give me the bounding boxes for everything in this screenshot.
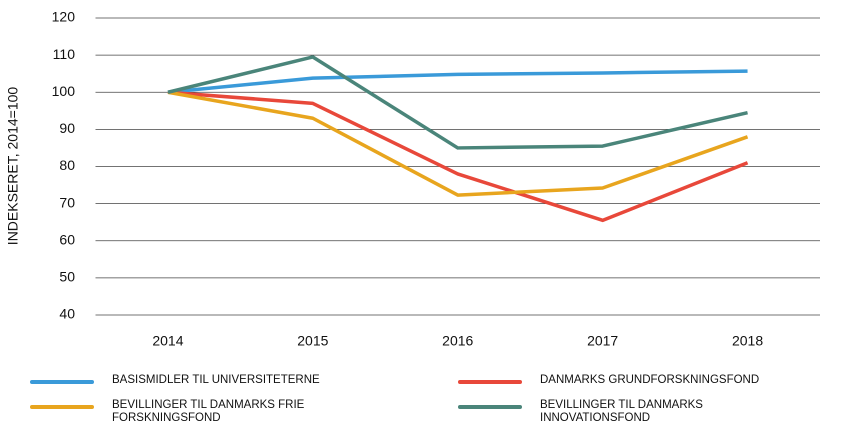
x-tick-label: 2015	[297, 333, 328, 349]
y-tick-label: 100	[52, 83, 76, 99]
legend: BASISMIDLER TIL UNIVERSITETERNE DANMARKS …	[30, 374, 830, 425]
x-tick-label: 2014	[152, 333, 183, 349]
x-tick-label: 2017	[587, 333, 618, 349]
legend-label: DANMARKS GRUNDFORSKNINGSFOND	[540, 374, 760, 386]
y-tick-label: 40	[59, 306, 75, 322]
y-tick-label: 90	[59, 120, 75, 136]
x-tick-label: 2016	[442, 333, 473, 349]
legend-swatch	[30, 405, 94, 409]
chart: INDEKSERET, 2014=100 40 50 60 70 80 90 100 110 1…	[5, 9, 820, 349]
legend-item: DANMARKS GRUNDFORSKNINGSFOND	[458, 374, 830, 387]
y-tick-label: 60	[59, 231, 75, 247]
legend-swatch	[458, 380, 522, 384]
legend-item: BEVILLINGER TIL DANMARKS FRIE FORSKNINGS…	[30, 399, 458, 425]
x-tick-label: 2018	[732, 333, 763, 349]
y-tick-label: 80	[59, 157, 75, 173]
legend-label: BEVILLINGER TIL DANMARKS FRIE FORSKNINGS…	[112, 399, 305, 424]
y-tick-label: 50	[59, 269, 75, 285]
legend-label: BASISMIDLER TIL UNIVERSITETERNE	[112, 374, 320, 386]
series-line	[167, 55, 748, 150]
y-axis-label: INDEKSERET, 2014=100	[5, 87, 21, 246]
y-tick-label: 110	[53, 46, 76, 62]
legend-item: BASISMIDLER TIL UNIVERSITETERNE	[30, 374, 458, 387]
series-line	[167, 69, 748, 94]
y-tick-label: 70	[59, 194, 75, 210]
legend-swatch	[30, 380, 94, 384]
series-line	[167, 90, 749, 197]
legend-item: BEVILLINGER TIL DANMARKS INNOVATIONSFOND	[458, 399, 830, 425]
legend-swatch	[458, 405, 522, 409]
y-tick-label: 120	[52, 9, 76, 25]
series-line	[167, 90, 749, 223]
legend-label: BEVILLINGER TIL DANMARKS INNOVATIONSFOND	[540, 399, 703, 424]
